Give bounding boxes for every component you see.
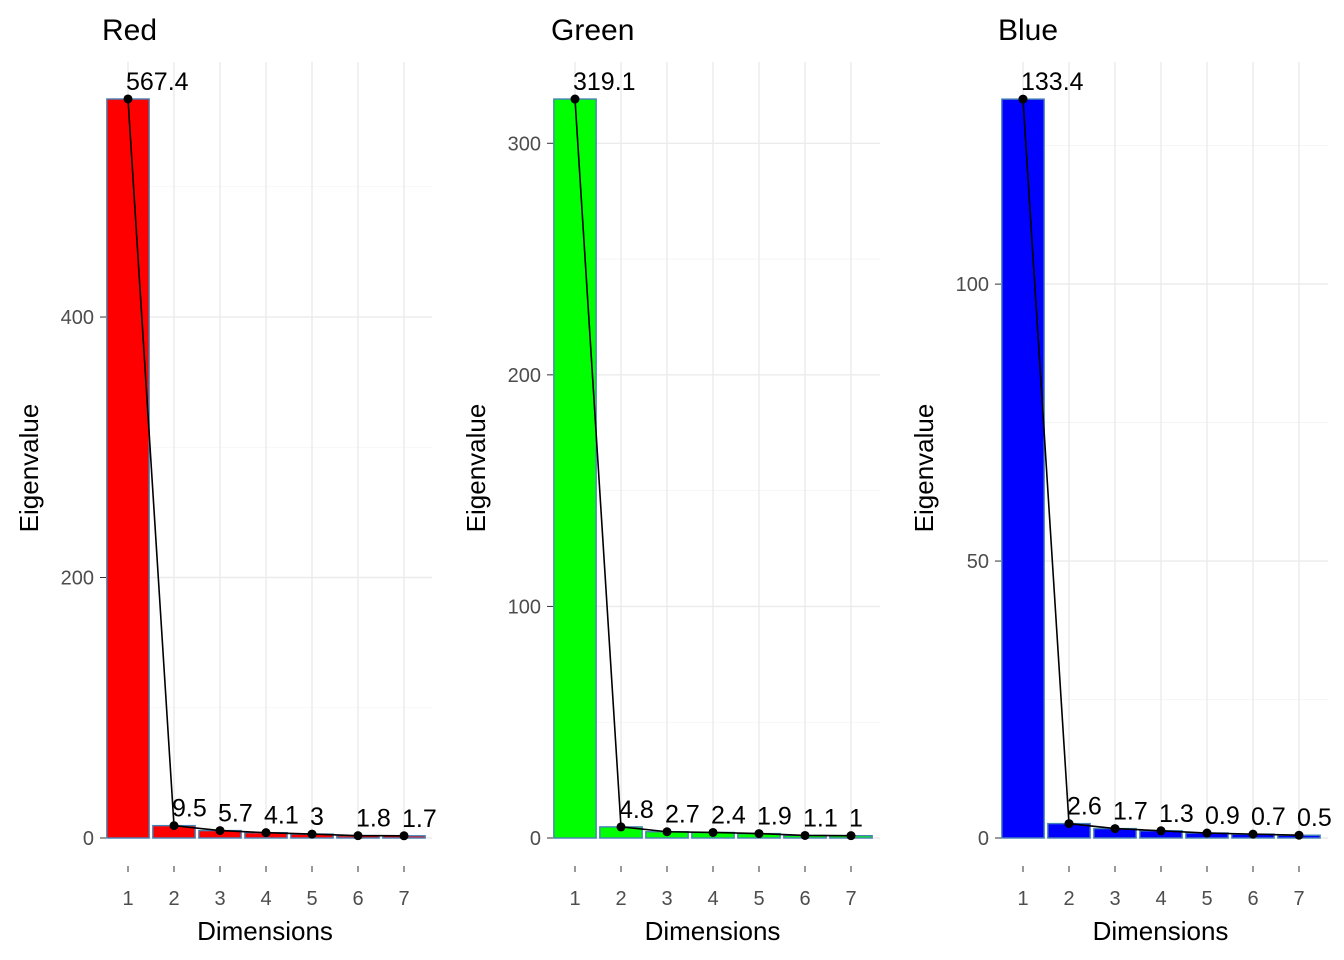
y-tick-label: 200	[61, 568, 94, 590]
red-scree-panel: 0 200 400 1 2 3 4 5 6 7 567.4 9.5 5.7 4.1 3 1.8 1.7 Red Di…	[14, 14, 437, 946]
scree-point	[1202, 828, 1212, 838]
y-tick-label: 200	[508, 365, 541, 387]
scree-point	[1156, 826, 1166, 836]
x-tick-label: 6	[1247, 888, 1258, 910]
data-label: 1.3	[1159, 800, 1194, 828]
x-tick-label: 6	[799, 888, 810, 910]
data-label: 2.7	[665, 801, 700, 829]
x-tick-label: 3	[214, 888, 225, 910]
data-label: 1.9	[757, 803, 792, 831]
green-scree-panel: 0 100 200 300 1 2 3 4 5 6 7 319.1 4.8 2.7 2.4 1.9 1.1 1 Gr…	[461, 14, 880, 946]
x-tick-label: 7	[398, 888, 409, 910]
data-label: 1.1	[803, 804, 838, 832]
scree-point	[616, 822, 626, 832]
scree-point	[1110, 824, 1120, 834]
x-tick-label: 1	[1017, 888, 1028, 910]
scree-point	[261, 828, 271, 838]
x-tick-label: 5	[1201, 888, 1212, 910]
scree-point	[399, 831, 409, 841]
scree-point	[1064, 819, 1074, 829]
x-tick-label: 1	[569, 888, 580, 910]
x-axis-title: Dimensions	[645, 916, 781, 946]
scree-point	[846, 831, 856, 841]
x-tick-label: 5	[753, 888, 764, 910]
data-label: 2.4	[711, 801, 746, 829]
x-tick-label: 3	[1109, 888, 1120, 910]
scree-point	[215, 826, 225, 836]
scree-point	[353, 831, 363, 841]
scree-point	[708, 827, 718, 837]
eigenvalue-bar	[106, 98, 150, 839]
scree-point	[1018, 94, 1028, 104]
y-tick-label: 100	[956, 274, 989, 296]
blue-scree-panel: 0 50 100 1 2 3 4 5 6 7 133.4 2.6 1.7 1.3 0.9 0.7 0.5 Blue…	[909, 14, 1332, 946]
y-axis-title: Eigenvalue	[461, 404, 491, 533]
data-label: 9.5	[172, 795, 207, 823]
data-label: 1	[849, 805, 863, 833]
scree-point	[1248, 829, 1258, 839]
scree-point	[570, 94, 580, 104]
x-tick-label: 2	[1063, 888, 1074, 910]
data-label: 567.4	[126, 68, 189, 96]
x-axis-title: Dimensions	[1093, 916, 1229, 946]
eigenvalue-bar	[1001, 98, 1045, 839]
x-tick-label: 4	[1155, 888, 1166, 910]
y-tick-label: 0	[978, 828, 989, 850]
scree-point	[169, 821, 179, 831]
y-tick-label: 0	[83, 828, 94, 850]
data-label: 133.4	[1021, 68, 1084, 96]
x-tick-label: 5	[306, 888, 317, 910]
scree-point	[307, 829, 317, 839]
panel-title: Green	[551, 14, 634, 47]
data-label: 2.6	[1067, 793, 1102, 821]
data-label: 1.7	[402, 805, 437, 833]
data-label: 3	[310, 803, 324, 831]
panel-title: Red	[102, 14, 157, 47]
data-label: 0.5	[1297, 804, 1332, 832]
data-label: 1.8	[356, 805, 391, 833]
x-tick-label: 6	[352, 888, 363, 910]
data-label: 4.8	[619, 796, 654, 824]
y-tick-label: 50	[967, 551, 989, 573]
data-label: 0.7	[1251, 803, 1286, 831]
y-tick-label: 100	[508, 596, 541, 618]
y-tick-label: 300	[508, 133, 541, 155]
x-axis-title: Dimensions	[197, 916, 333, 946]
panel-title: Blue	[998, 14, 1058, 47]
scree-point	[754, 829, 764, 839]
data-label: 1.7	[1113, 798, 1148, 826]
y-tick-label: 0	[530, 828, 541, 850]
x-tick-label: 4	[707, 888, 718, 910]
data-label: 0.9	[1205, 802, 1240, 830]
x-tick-label: 1	[122, 888, 133, 910]
x-tick-label: 2	[168, 888, 179, 910]
scree-point	[1294, 830, 1304, 840]
x-tick-label: 4	[260, 888, 271, 910]
x-tick-label: 7	[1293, 888, 1304, 910]
x-tick-label: 7	[845, 888, 856, 910]
x-tick-label: 3	[661, 888, 672, 910]
scree-point	[800, 830, 810, 840]
scree-point	[662, 827, 672, 837]
y-axis-title: Eigenvalue	[14, 404, 44, 533]
y-axis-title: Eigenvalue	[909, 404, 939, 533]
scree-point	[123, 94, 133, 104]
x-tick-label: 2	[615, 888, 626, 910]
y-tick-label: 400	[61, 307, 94, 329]
data-label: 4.1	[264, 802, 299, 830]
data-label: 319.1	[573, 68, 636, 96]
eigenvalue-bar	[553, 98, 597, 839]
data-label: 5.7	[218, 800, 253, 828]
